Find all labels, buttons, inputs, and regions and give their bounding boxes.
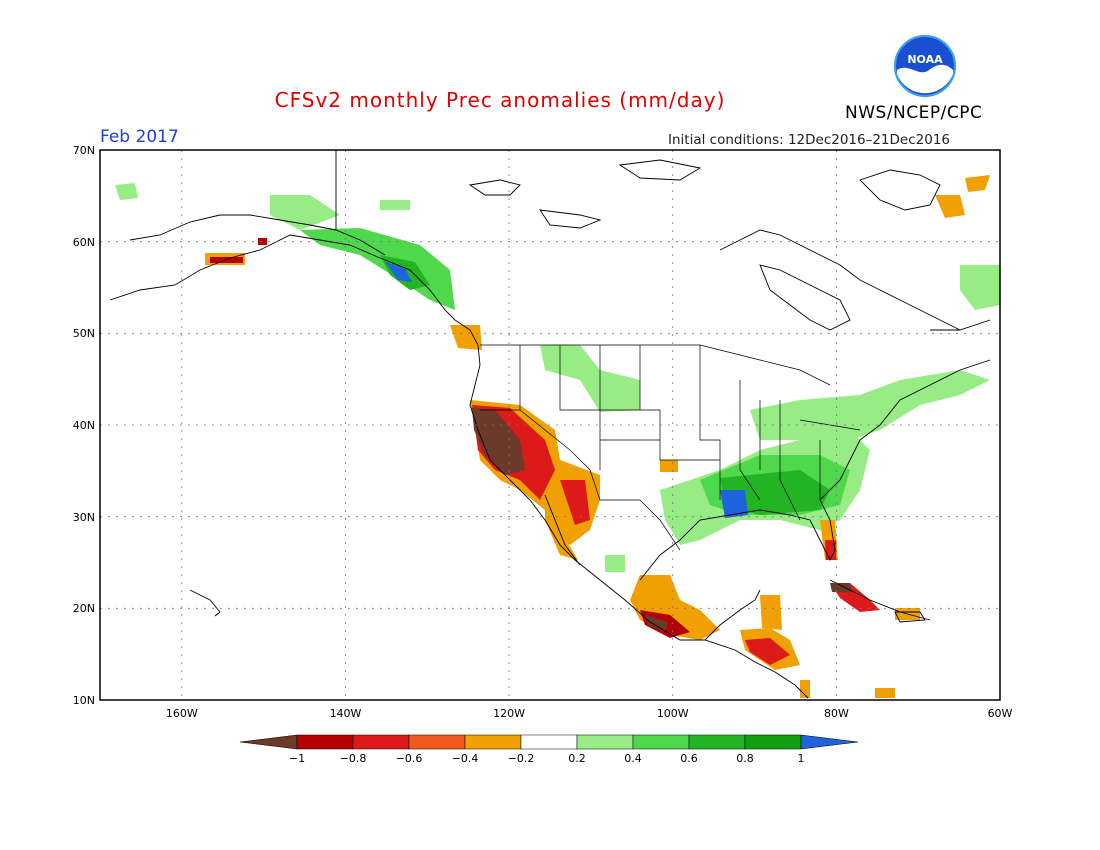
noaa-logo: NOAA bbox=[894, 35, 956, 97]
legend-tick-label: −0.8 bbox=[340, 752, 367, 765]
map-frame bbox=[99, 149, 1001, 701]
lat-label: 30N bbox=[73, 511, 95, 524]
initial-conditions: Initial conditions: 12Dec2016–21Dec2016 bbox=[668, 132, 951, 148]
lon-label: 140W bbox=[330, 707, 362, 720]
legend-tick-label: 1 bbox=[798, 752, 805, 765]
lat-label: 60N bbox=[73, 236, 95, 249]
legend-swatch bbox=[464, 734, 522, 750]
legend-swatch bbox=[744, 734, 802, 750]
legend-low-arrow bbox=[239, 734, 298, 750]
lat-label: 20N bbox=[73, 602, 95, 615]
legend-tick-label: 0.8 bbox=[736, 752, 754, 765]
legend-swatch bbox=[296, 734, 354, 750]
chart-title: CFSv2 monthly Prec anomalies (mm/day) bbox=[274, 88, 726, 112]
forecast-month: Feb 2017 bbox=[100, 127, 179, 147]
legend-tick-label: −1 bbox=[289, 752, 305, 765]
legend-tick-label: 0.6 bbox=[680, 752, 698, 765]
anomaly-fields bbox=[115, 175, 1000, 698]
lat-label: 50N bbox=[73, 327, 95, 340]
legend-swatch bbox=[352, 734, 410, 750]
legend-tick-label: −0.6 bbox=[396, 752, 423, 765]
lon-label: 120W bbox=[493, 707, 525, 720]
legend-tick-label: −0.2 bbox=[508, 752, 535, 765]
map-area bbox=[100, 150, 1000, 700]
legend-tick-label: −0.4 bbox=[452, 752, 479, 765]
legend-swatch bbox=[688, 734, 746, 750]
lat-label: 70N bbox=[73, 144, 95, 157]
lon-label: 160W bbox=[166, 707, 198, 720]
legend-tick-label: 0.2 bbox=[568, 752, 586, 765]
organization-label: NWS/NCEP/CPC bbox=[845, 103, 983, 123]
lon-label: 100W bbox=[657, 707, 689, 720]
logo-text: NOAA bbox=[907, 53, 943, 66]
lat-label: 10N bbox=[73, 694, 95, 707]
lon-label: 80W bbox=[824, 707, 849, 720]
political-boundaries bbox=[480, 344, 861, 551]
legend-tick-label: 0.4 bbox=[624, 752, 642, 765]
legend-swatch bbox=[520, 734, 578, 750]
gridlines bbox=[100, 150, 1000, 700]
color-legend: −1 −0.8 −0.6 −0.4 −0.2 0.2 0.4 0.6 0.8 1 bbox=[239, 734, 859, 765]
legend-swatch bbox=[632, 734, 690, 750]
coastlines bbox=[109, 150, 991, 699]
lon-label: 60W bbox=[988, 707, 1013, 720]
lon-labels: 160W 140W 120W 100W 80W 60W bbox=[166, 707, 1013, 720]
legend-swatch bbox=[408, 734, 466, 750]
legend-swatch bbox=[576, 734, 634, 750]
lat-labels: 70N 60N 50N 40N 30N 20N 10N bbox=[73, 144, 95, 707]
lat-label: 40N bbox=[73, 419, 95, 432]
legend-high-arrow bbox=[800, 734, 859, 750]
